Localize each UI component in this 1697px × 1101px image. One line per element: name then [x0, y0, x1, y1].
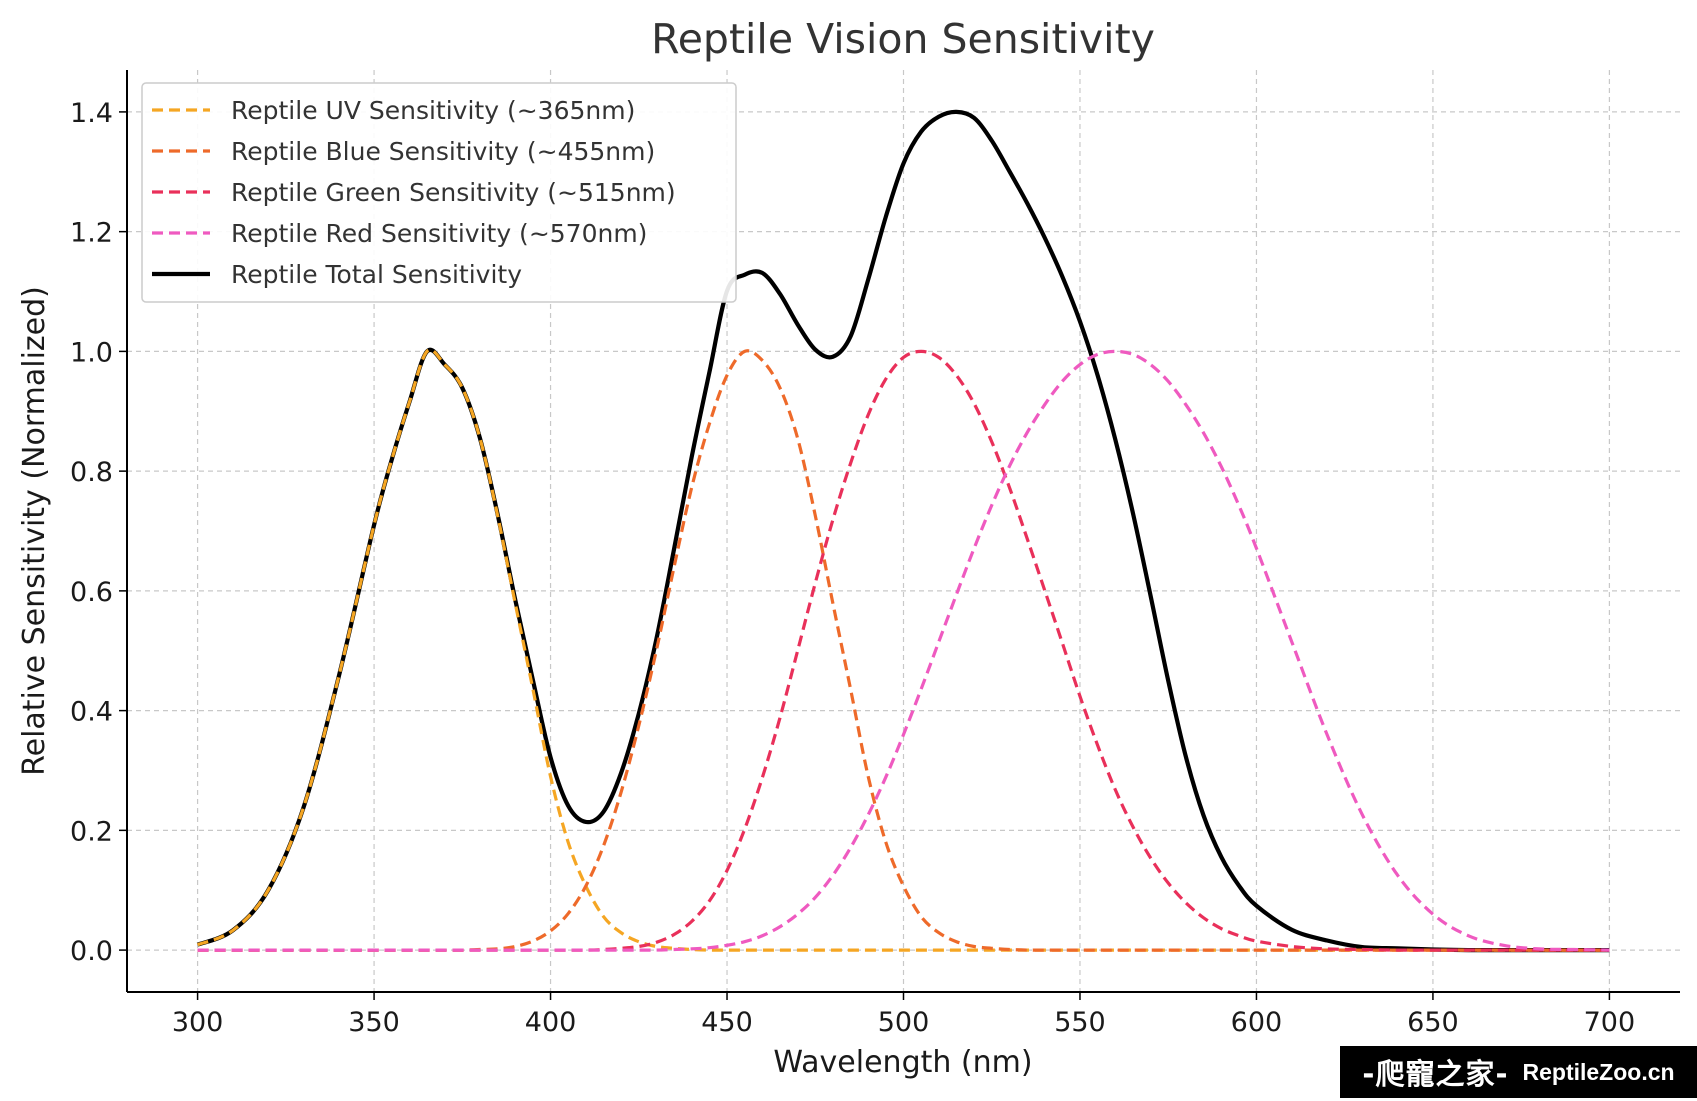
watermark-en-text: ReptileZoo.cn [1522, 1058, 1675, 1085]
y-tick-label: 0.6 [70, 577, 113, 608]
y-tick-label: 0.8 [70, 457, 113, 488]
legend-label: Reptile Green Sensitivity (~515nm) [231, 178, 676, 207]
x-tick-label: 650 [1407, 1007, 1459, 1038]
x-tick-label: 600 [1231, 1007, 1283, 1038]
watermark-badge: -爬寵之家- ReptileZoo.cn [1340, 1046, 1697, 1098]
y-tick-label: 1.0 [70, 337, 113, 368]
x-axis-title: Wavelength (nm) [773, 1045, 1032, 1080]
legend-box [141, 82, 737, 303]
watermark-cn-text: -爬寵之家- [1362, 1057, 1509, 1091]
y-tick-label: 1.4 [70, 98, 113, 129]
chart-title: Reptile Vision Sensitivity [651, 15, 1155, 63]
x-tick-label: 700 [1584, 1007, 1636, 1038]
x-tick-label: 450 [701, 1007, 753, 1038]
legend-label: Reptile Red Sensitivity (~570nm) [231, 219, 647, 248]
legend-label: Reptile Blue Sensitivity (~455nm) [231, 137, 655, 166]
x-tick-label: 350 [348, 1007, 400, 1038]
series-line-reptile-uv-sensitivity-nm [196, 348, 1610, 952]
y-tick-label: 0.2 [70, 816, 113, 847]
y-ticks: 0.0 0.2 0.4 0.6 0.8 1.0 1.2 1.4 [70, 98, 127, 967]
x-ticks: 300 350 400 450 500 550 600 650 700 [172, 992, 1635, 1038]
x-tick-label: 550 [1054, 1007, 1106, 1038]
y-tick-label: 0.4 [70, 697, 113, 728]
y-axis-title: Relative Sensitivity (Normalized) [17, 286, 52, 776]
legend-label: Reptile UV Sensitivity (~365nm) [231, 96, 635, 125]
x-tick-label: 300 [172, 1007, 224, 1038]
x-tick-label: 400 [525, 1007, 577, 1038]
legend: Reptile UV Sensitivity (~365nm) Reptile B… [141, 82, 737, 303]
y-tick-label: 0.0 [70, 936, 113, 967]
series-line-reptile-red-sensitivity-nm [197, 349, 1610, 952]
x-tick-label: 500 [878, 1007, 930, 1038]
series-lines [196, 109, 1610, 953]
y-tick-label: 1.2 [70, 218, 113, 249]
legend-label: Reptile Total Sensitivity [231, 260, 522, 289]
